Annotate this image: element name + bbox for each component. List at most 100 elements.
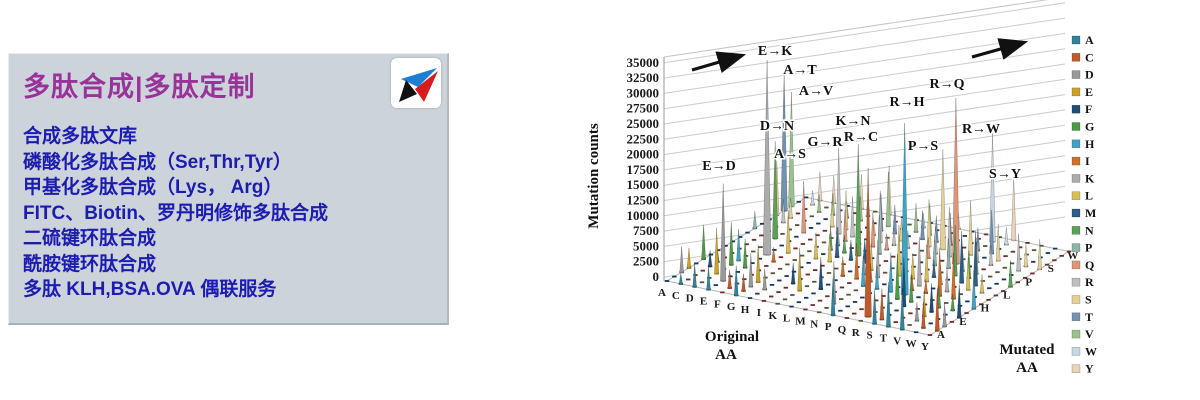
legend-label-T: T	[1085, 310, 1093, 324]
floor-dash	[820, 264, 825, 267]
y-tick-label: 12500	[627, 193, 660, 208]
spike-V-F	[929, 283, 934, 313]
floor-dash	[961, 246, 967, 249]
floor-dash	[742, 278, 747, 281]
floor-dash	[817, 311, 822, 314]
spike-T-K	[944, 268, 950, 292]
gridline	[663, 124, 1066, 186]
floor-dash	[808, 227, 814, 229]
floor-dash	[745, 231, 750, 234]
floor-dash	[764, 265, 769, 267]
y-tick-labels: 0250050007500100001250015000175002000022…	[627, 55, 660, 284]
annotation-E→K: E→K	[758, 44, 792, 59]
floor-dash	[969, 230, 975, 233]
floor-dash	[1002, 266, 1007, 269]
floor-dash	[744, 243, 749, 246]
company-logo	[391, 58, 441, 108]
gridline	[663, 140, 1066, 201]
floor-dash	[699, 281, 705, 284]
floor-dash	[804, 285, 810, 288]
floor-dash	[799, 266, 804, 269]
floor-dash	[807, 250, 812, 253]
spike-R-C	[864, 167, 872, 317]
floor-dash	[918, 261, 924, 264]
legend-label-E: E	[1085, 85, 1093, 99]
floor-dash	[939, 271, 944, 274]
floor-dash	[874, 299, 879, 302]
floor-dash	[859, 308, 864, 311]
spikes	[678, 60, 1042, 332]
spike-D-E	[714, 227, 720, 274]
floor-dash	[1022, 276, 1028, 279]
floor-dash	[755, 292, 760, 295]
floor-dash	[775, 302, 780, 305]
original-aa-label: V	[893, 335, 901, 347]
legend-label-A: A	[1085, 33, 1094, 47]
floor-dash	[664, 280, 670, 282]
floor-dash	[890, 267, 895, 270]
floor-dash	[730, 240, 736, 243]
spike-C-F	[708, 250, 713, 267]
floor-dash	[838, 309, 843, 312]
mutated-aa-label: L	[1003, 289, 1010, 301]
spike-M-T	[920, 210, 925, 240]
floor-dash	[751, 250, 756, 253]
spike-C-A	[678, 273, 683, 285]
legend-label-H: H	[1085, 137, 1095, 151]
floor-dash	[720, 291, 725, 294]
y-tick-label: 32500	[627, 70, 660, 85]
floor-dash	[983, 245, 988, 247]
spike-S-I	[923, 279, 928, 294]
service-item: 甲基化多肽合成（Lys， Arg）	[23, 177, 283, 198]
legend-label-Y: Y	[1085, 362, 1094, 376]
floor-dash	[939, 259, 945, 262]
floor-dash	[809, 215, 814, 218]
x-axis-title: AA	[715, 347, 737, 363]
spike-L-I	[840, 256, 845, 277]
spike-D-V	[817, 194, 822, 213]
spike-S-N	[952, 224, 958, 276]
floor-dash	[979, 303, 984, 306]
floor-dash	[795, 212, 801, 215]
original-aa-label: L	[783, 313, 790, 325]
y-tick-label: 20000	[627, 147, 660, 162]
floor-dash	[815, 234, 820, 237]
original-aa-label: H	[741, 304, 750, 316]
spike-E-G	[742, 238, 748, 268]
floor-dash	[805, 273, 810, 276]
y-tick-label: 17500	[627, 162, 660, 177]
logo-triangle-red	[415, 71, 438, 102]
legend-swatch-H	[1071, 139, 1081, 149]
spike-V-L	[965, 256, 971, 291]
original-aa-label: S	[867, 330, 873, 342]
spike-S-A	[872, 289, 877, 324]
legend-swatch-F	[1071, 104, 1081, 114]
floor-dash	[1044, 263, 1050, 266]
floor-dash	[782, 298, 788, 301]
spike-Y-D	[942, 303, 947, 327]
floor-dash	[821, 253, 826, 255]
spike-R-K	[916, 237, 922, 286]
annotation-S→Y: S→Y	[989, 167, 1021, 182]
floor-dash	[822, 229, 828, 232]
annotation-A→V: A→V	[799, 84, 833, 99]
floor-dash	[845, 205, 850, 207]
spike-A-T	[780, 73, 788, 211]
floor-dash	[816, 222, 821, 225]
floor-dash	[1001, 278, 1007, 281]
logo-triangle-blue	[401, 68, 437, 87]
y-tick-label: 15000	[627, 177, 660, 192]
spike-P-S	[939, 149, 946, 250]
y-axis-title: Mutation counts	[586, 123, 602, 229]
floor-dash	[944, 302, 949, 304]
floor-dash	[987, 275, 993, 278]
original-aa-label: E	[700, 296, 707, 308]
floor-dash	[994, 282, 999, 285]
floor-dash	[738, 236, 743, 238]
floor-dash	[834, 267, 839, 270]
legend-label-F: F	[1085, 102, 1092, 116]
floor-dash	[672, 275, 677, 278]
spike-Y-F	[956, 284, 962, 318]
